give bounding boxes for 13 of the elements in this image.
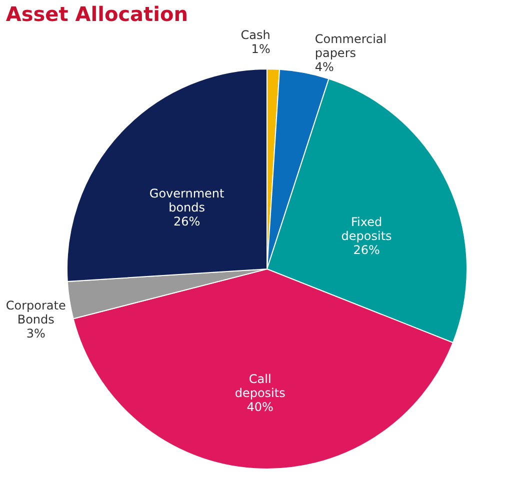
slice-label: Corporate Bonds	[6, 298, 66, 327]
data-label: 4%	[314, 60, 334, 74]
data-label: 3%	[26, 326, 46, 341]
data-label: 26%	[173, 214, 200, 229]
slice-label: Fixed deposits	[341, 215, 392, 244]
data-label: 1%	[251, 42, 270, 56]
slice-label: Government bonds	[149, 186, 225, 215]
data-label: 26%	[353, 243, 380, 258]
chart-title: Asset Allocation	[6, 2, 188, 26]
slice-label: Call deposits	[234, 372, 286, 400]
slice-label: Commercial papers	[314, 32, 387, 60]
data-label: 40%	[246, 400, 274, 414]
slice-label: Cash	[240, 28, 270, 42]
